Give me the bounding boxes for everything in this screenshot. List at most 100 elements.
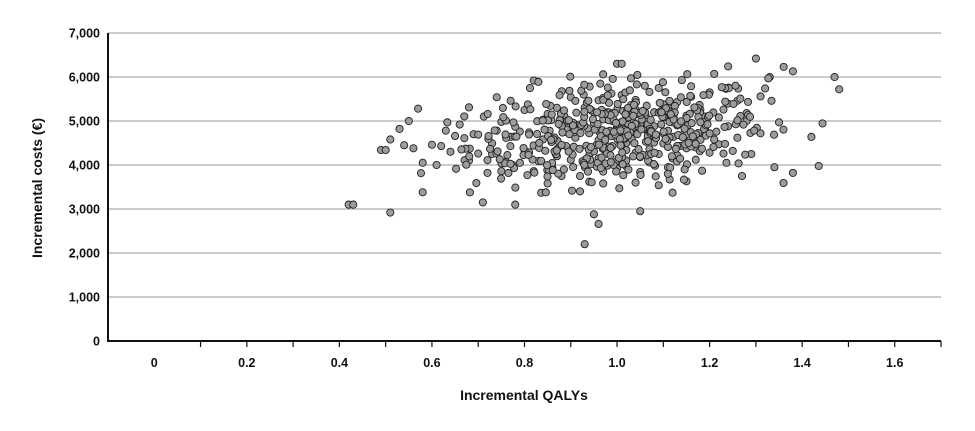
- scatter-point: [400, 141, 409, 150]
- scatter-point: [629, 111, 638, 120]
- scatter-point: [626, 74, 635, 83]
- tick-labels: 0 1,000 2,000 3,000 4,000 5,000 6,000 7,000 0 0.2…: [69, 27, 904, 371]
- scatter-point: [552, 146, 561, 155]
- scatter-point: [586, 143, 596, 152]
- scatter-point: [418, 188, 427, 197]
- scatter-point: [635, 152, 645, 161]
- scatter-point: [547, 110, 556, 119]
- x-tick-label: 0.2: [238, 356, 255, 370]
- scatter-point: [568, 121, 578, 130]
- scatter-point: [624, 131, 633, 140]
- scatter-point: [611, 118, 620, 128]
- scatter-point: [601, 135, 610, 144]
- scatter-point: [597, 153, 606, 162]
- scatter-point: [575, 187, 585, 196]
- scatter-point: [835, 85, 844, 94]
- scatter-point: [543, 161, 552, 170]
- scatter-point: [606, 158, 615, 167]
- scatter-point: [632, 80, 641, 89]
- scatter-point: [499, 113, 508, 122]
- scatter-point: [465, 152, 474, 161]
- y-tick-label: 4,000: [69, 159, 100, 173]
- scatter-point: [526, 105, 535, 114]
- scatter-point: [788, 168, 797, 177]
- scatter-point: [606, 151, 615, 160]
- scatter-point: [668, 188, 677, 197]
- scatter-point: [687, 82, 696, 91]
- scatter-point: [571, 96, 580, 105]
- scatter-point: [720, 139, 730, 148]
- y-tick-label: 5,000: [69, 115, 100, 129]
- scatter-point: [497, 174, 506, 183]
- scatter-point: [559, 165, 568, 174]
- scatter-point: [533, 130, 542, 139]
- scatter-point: [555, 91, 564, 100]
- scatter-point: [472, 178, 481, 188]
- scatter-point: [705, 129, 714, 138]
- scatter-point: [594, 140, 604, 149]
- scatter-point: [697, 144, 707, 153]
- scatter-point: [618, 148, 627, 157]
- scatter-point: [728, 146, 737, 155]
- scatter-point: [705, 148, 714, 157]
- scatter-point: [676, 93, 685, 102]
- scatter-point: [478, 198, 487, 207]
- scatter-point: [416, 169, 426, 178]
- scatter-point: [643, 137, 653, 146]
- scatter-point: [667, 152, 676, 161]
- scatter-point: [567, 186, 577, 195]
- scatter-point: [460, 134, 469, 143]
- scatter-point: [761, 84, 770, 93]
- scatter-point: [807, 132, 816, 141]
- scatter-point: [593, 120, 602, 129]
- scatter-point: [743, 97, 753, 106]
- scatter-point: [788, 67, 797, 76]
- scatter-point: [741, 150, 750, 159]
- scatter-point: [615, 184, 624, 193]
- scatter-point: [490, 126, 499, 135]
- scatter-point: [691, 139, 700, 148]
- scatter-point: [575, 144, 584, 153]
- scatter-point: [677, 76, 686, 85]
- scatter-point: [538, 116, 547, 125]
- scatter-point: [619, 171, 628, 180]
- scatter-point: [634, 145, 643, 154]
- scatter-point: [779, 125, 788, 134]
- scatter-point: [733, 133, 742, 142]
- x-tick-label: 0.8: [516, 356, 533, 370]
- scatter-point: [592, 108, 602, 117]
- scatter-point: [543, 179, 552, 188]
- scatter-point: [665, 96, 674, 105]
- scatter-point: [666, 110, 675, 119]
- scatter-point: [629, 100, 639, 109]
- scatter-point: [484, 131, 493, 141]
- scatter-point: [682, 97, 691, 107]
- scatter-point: [519, 143, 528, 153]
- scatter-point: [657, 108, 666, 117]
- x-tick-label: 0.4: [331, 356, 348, 370]
- scatter-point: [457, 145, 466, 154]
- scatter-point: [437, 142, 446, 151]
- scatter-point: [658, 78, 667, 87]
- scatter-point: [737, 171, 747, 181]
- scatter-point: [580, 80, 589, 89]
- scatter-point: [498, 103, 507, 112]
- scatter-point: [767, 96, 776, 105]
- scatter-point: [746, 112, 755, 121]
- scatter-point: [464, 103, 474, 112]
- y-tick-label: 2,000: [69, 247, 100, 261]
- scatter-point: [395, 124, 404, 133]
- scatter-point: [733, 116, 742, 125]
- scatter-point: [443, 118, 452, 127]
- x-tick-label: 0.6: [423, 356, 440, 370]
- scatter-point: [679, 175, 688, 184]
- scatter-point: [616, 141, 625, 150]
- scatter-point: [580, 240, 589, 249]
- scatter-point: [503, 151, 512, 160]
- scatter-point: [680, 124, 689, 133]
- scatter-point: [779, 62, 788, 71]
- scatter-point: [633, 70, 642, 79]
- scatter-point: [690, 103, 699, 112]
- scatter-point: [580, 160, 589, 169]
